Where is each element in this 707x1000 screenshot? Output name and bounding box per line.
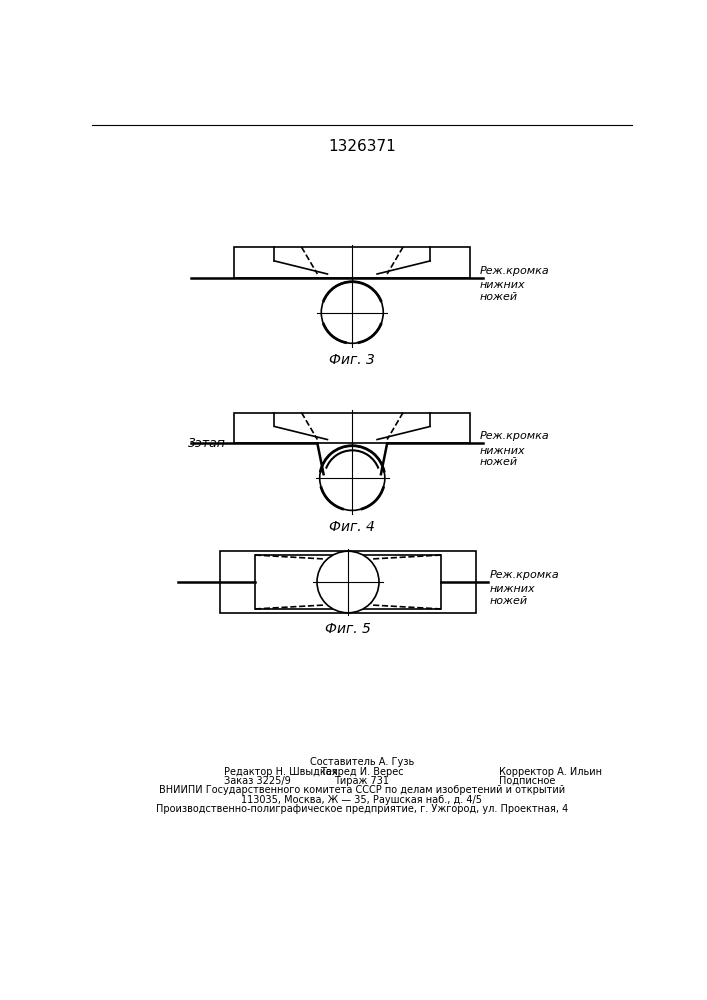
Text: Фиг. 5: Фиг. 5 [325, 622, 371, 636]
Text: Корректор А. Ильин: Корректор А. Ильин [499, 767, 602, 777]
Text: ВНИИПИ Государственного комитета СССР по делам изобретений и открытий: ВНИИПИ Государственного комитета СССР по… [159, 785, 565, 795]
Circle shape [320, 446, 385, 510]
Text: нижних
ножей: нижних ножей [480, 280, 525, 302]
Text: Реж.кромка: Реж.кромка [490, 570, 559, 580]
Bar [234, 413, 470, 443]
Bar [234, 247, 470, 278]
Bar [220, 551, 476, 613]
Circle shape [317, 551, 379, 613]
Circle shape [321, 282, 383, 343]
Text: Производственно-полиграфическое предприятие, г. Ужгород, ул. Проектная, 4: Производственно-полиграфическое предприя… [156, 804, 568, 814]
Text: 22: 22 [357, 594, 373, 607]
Text: 1326371: 1326371 [328, 139, 396, 154]
Text: Заказ 3225/9: Заказ 3225/9 [224, 776, 291, 786]
Text: нижних
ножей: нижних ножей [480, 446, 525, 467]
Text: Техред И. Верес: Техред И. Верес [320, 767, 404, 777]
Text: Подписное: Подписное [499, 776, 556, 786]
Text: 113035, Москва, Ж — 35, Раушская наб., д. 4/5: 113035, Москва, Ж — 35, Раушская наб., д… [242, 795, 482, 805]
Text: Фиг. 4: Фиг. 4 [329, 520, 375, 534]
Text: Реж.кромка: Реж.кромка [480, 266, 549, 276]
Text: 3этап: 3этап [189, 437, 226, 450]
Text: Реж.кромка: Реж.кромка [480, 431, 549, 441]
Text: Фиг. 3: Фиг. 3 [329, 353, 375, 367]
Text: Тираж 731: Тираж 731 [334, 776, 390, 786]
Bar [255, 555, 441, 609]
Text: Редактор Н. Швыдкая: Редактор Н. Швыдкая [224, 767, 338, 777]
Text: нижних
ножей: нижних ножей [490, 584, 535, 606]
Text: Составитель А. Гузь: Составитель А. Гузь [310, 757, 414, 767]
